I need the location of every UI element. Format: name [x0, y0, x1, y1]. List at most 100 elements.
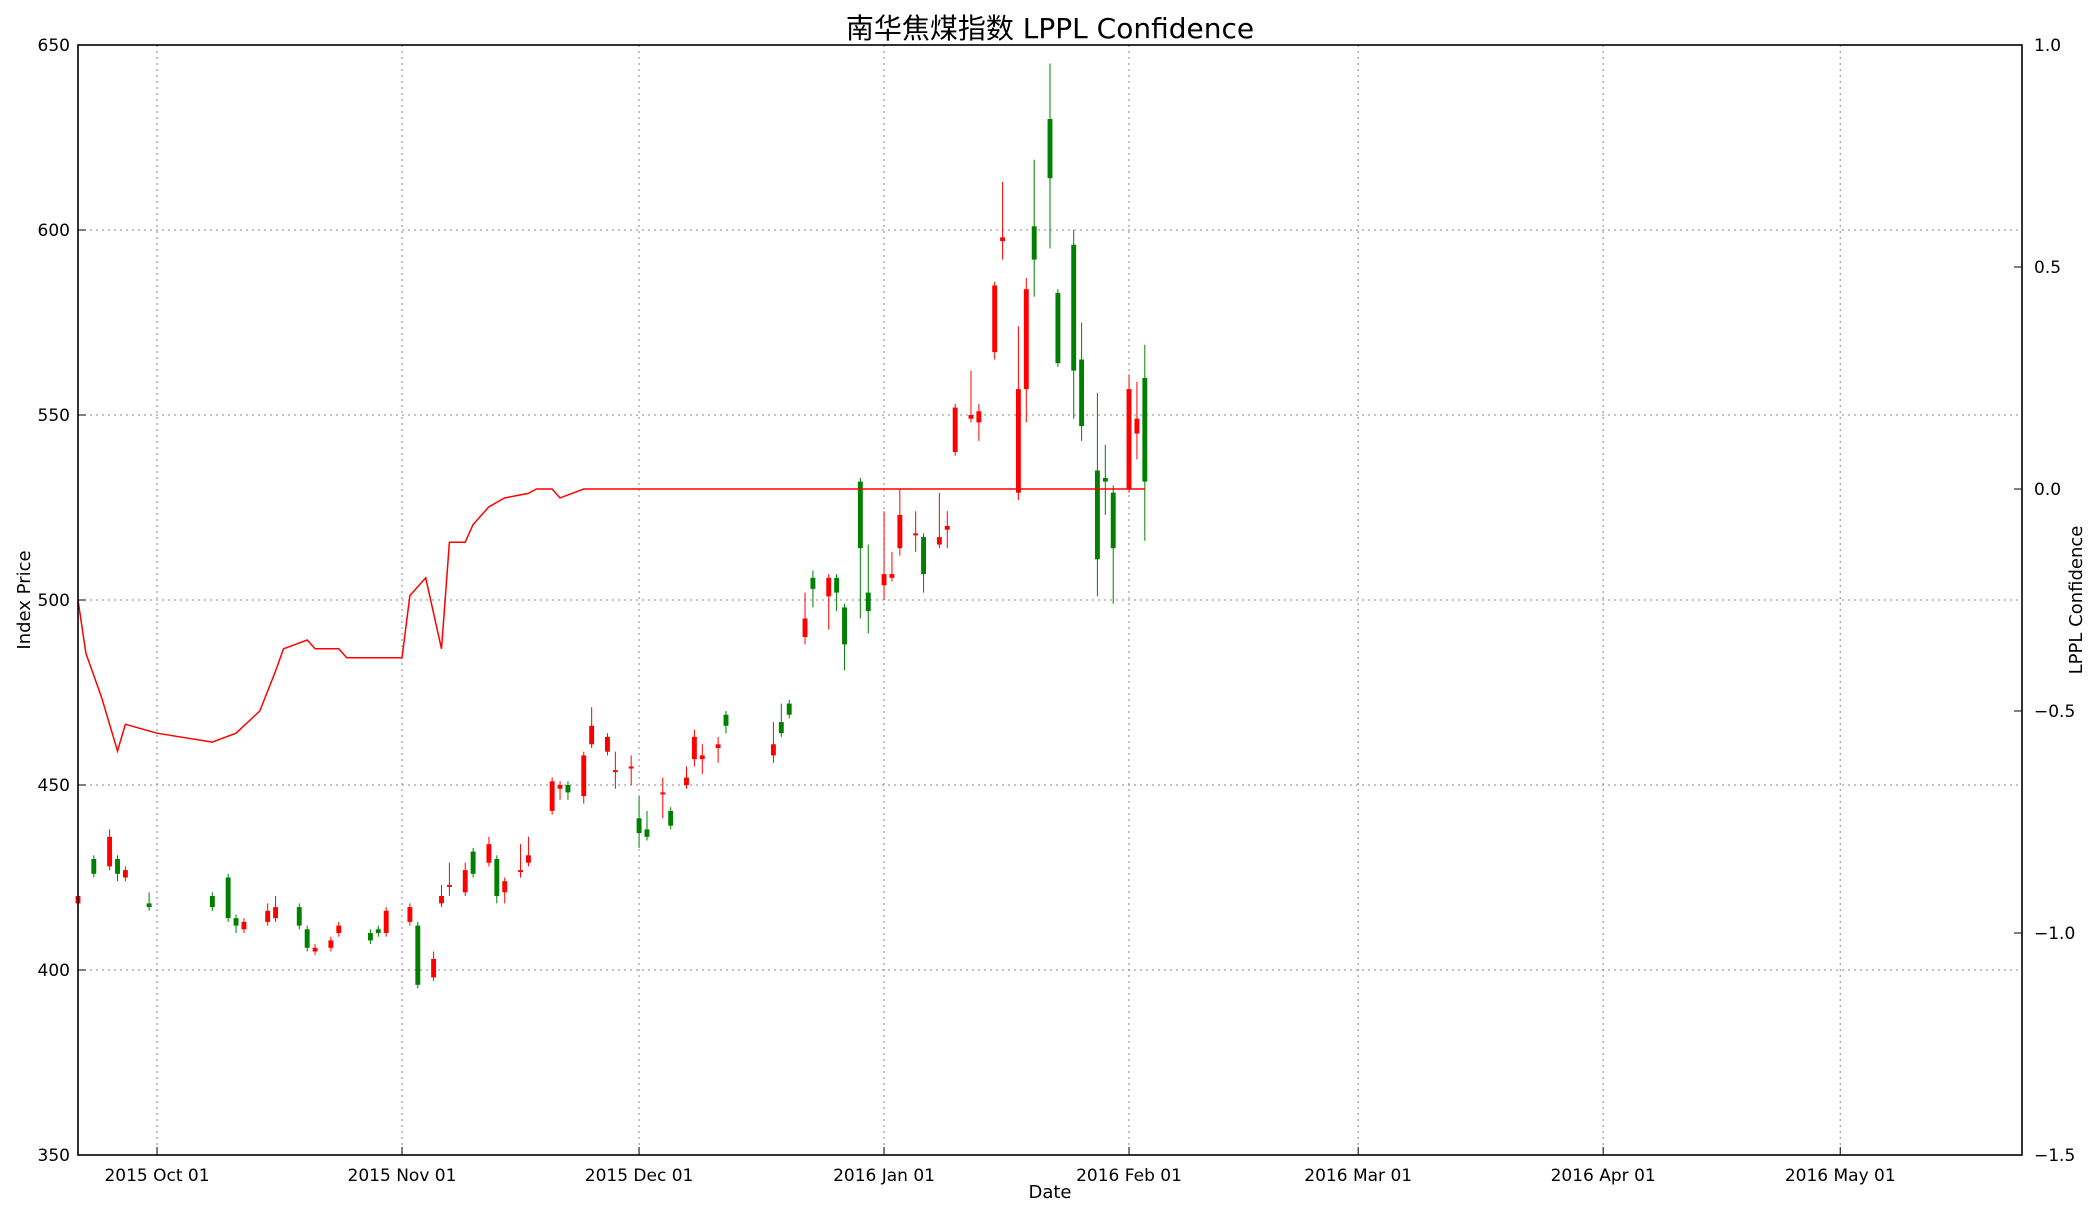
candle-body — [1142, 378, 1148, 482]
candle-body — [881, 574, 887, 586]
candle — [304, 925, 310, 952]
candle — [486, 836, 492, 867]
candle — [407, 903, 413, 926]
candle — [122, 866, 128, 882]
candle — [336, 921, 342, 937]
candle-body — [992, 285, 998, 353]
y2-axis-label: LPPL Confidence — [2066, 526, 2087, 675]
candle-body — [691, 736, 697, 760]
candle-body — [304, 929, 310, 948]
candle-body — [921, 537, 927, 575]
candle — [1023, 278, 1029, 423]
candle — [834, 574, 840, 612]
candle-body — [842, 607, 847, 645]
candle — [699, 744, 705, 774]
candle-body — [209, 896, 215, 908]
candle-body — [944, 526, 950, 530]
candle-body — [1126, 389, 1132, 489]
candle — [660, 777, 666, 819]
candle-body — [1134, 418, 1140, 434]
candle-body — [834, 577, 840, 593]
candle-body — [636, 818, 642, 834]
candle-body — [525, 855, 531, 863]
candle — [470, 847, 476, 878]
candle — [91, 855, 97, 878]
candle-body — [644, 829, 650, 837]
candle — [502, 877, 508, 904]
candle-body — [1102, 477, 1108, 482]
candle-body — [936, 537, 942, 545]
candle-body — [628, 766, 634, 769]
candle-body — [494, 859, 500, 896]
candle — [976, 403, 982, 441]
y-tick-label: 550 — [38, 406, 70, 426]
candle — [605, 733, 610, 756]
candle-body — [778, 722, 784, 734]
candle-body — [889, 574, 895, 578]
y-tick-label: 650 — [38, 36, 70, 56]
candle — [446, 862, 452, 896]
candle — [107, 829, 113, 871]
candle-body — [581, 755, 587, 797]
candle-body — [1047, 119, 1053, 179]
candle — [549, 777, 555, 815]
candle — [1055, 289, 1061, 367]
candle — [723, 711, 729, 734]
candle — [209, 892, 215, 911]
candle-body — [470, 851, 476, 874]
chart-title: 南华焦煤指数 LPPL Confidence — [846, 12, 1254, 45]
x-tick-label: 2015 Dec 01 — [585, 1166, 694, 1186]
y2-tick-label: 0.0 — [2034, 480, 2061, 500]
y-tick-label: 350 — [38, 1146, 70, 1166]
candle-body — [668, 810, 674, 826]
candle — [628, 755, 634, 785]
candle — [786, 699, 792, 719]
candle — [312, 944, 318, 956]
y-tick-label: 500 — [38, 591, 70, 611]
candle-body — [1110, 492, 1116, 549]
candle-body — [265, 910, 271, 922]
candle-body — [589, 725, 595, 745]
candle — [273, 896, 279, 922]
candle-body — [826, 577, 832, 597]
candle — [865, 544, 871, 634]
candle-body — [328, 940, 334, 948]
candle — [1142, 344, 1148, 541]
candle — [691, 729, 697, 767]
candle — [857, 477, 863, 619]
x-tick-label: 2015 Oct 01 — [104, 1166, 209, 1186]
candle-body — [122, 870, 128, 878]
candle-body — [1094, 470, 1100, 560]
candle — [881, 511, 887, 600]
candle — [992, 281, 998, 360]
candle-body — [897, 514, 903, 549]
candle — [415, 921, 421, 989]
candle — [462, 862, 468, 896]
candle-body — [273, 907, 279, 919]
candle-body — [1079, 359, 1085, 427]
candle — [1047, 63, 1053, 249]
candle — [225, 873, 231, 922]
candle-body — [865, 592, 871, 612]
candle-body — [810, 577, 816, 589]
candle — [842, 603, 847, 671]
candle — [1015, 326, 1021, 501]
candle-body — [367, 933, 373, 941]
candle-body — [770, 744, 776, 756]
candle — [684, 766, 689, 789]
candle-body — [857, 481, 863, 549]
y-tick-label: 450 — [38, 776, 70, 796]
candle — [383, 907, 389, 937]
candle-body — [233, 918, 239, 926]
candle — [770, 722, 776, 763]
candle-body — [1055, 292, 1061, 364]
y2-tick-label: −0.5 — [2034, 702, 2075, 722]
candle-body — [415, 925, 421, 985]
candle-body — [605, 736, 610, 752]
candle-body — [225, 877, 231, 919]
candle-body — [1000, 237, 1006, 242]
candle — [431, 951, 437, 982]
candle — [715, 736, 721, 763]
candle-body — [375, 929, 381, 933]
